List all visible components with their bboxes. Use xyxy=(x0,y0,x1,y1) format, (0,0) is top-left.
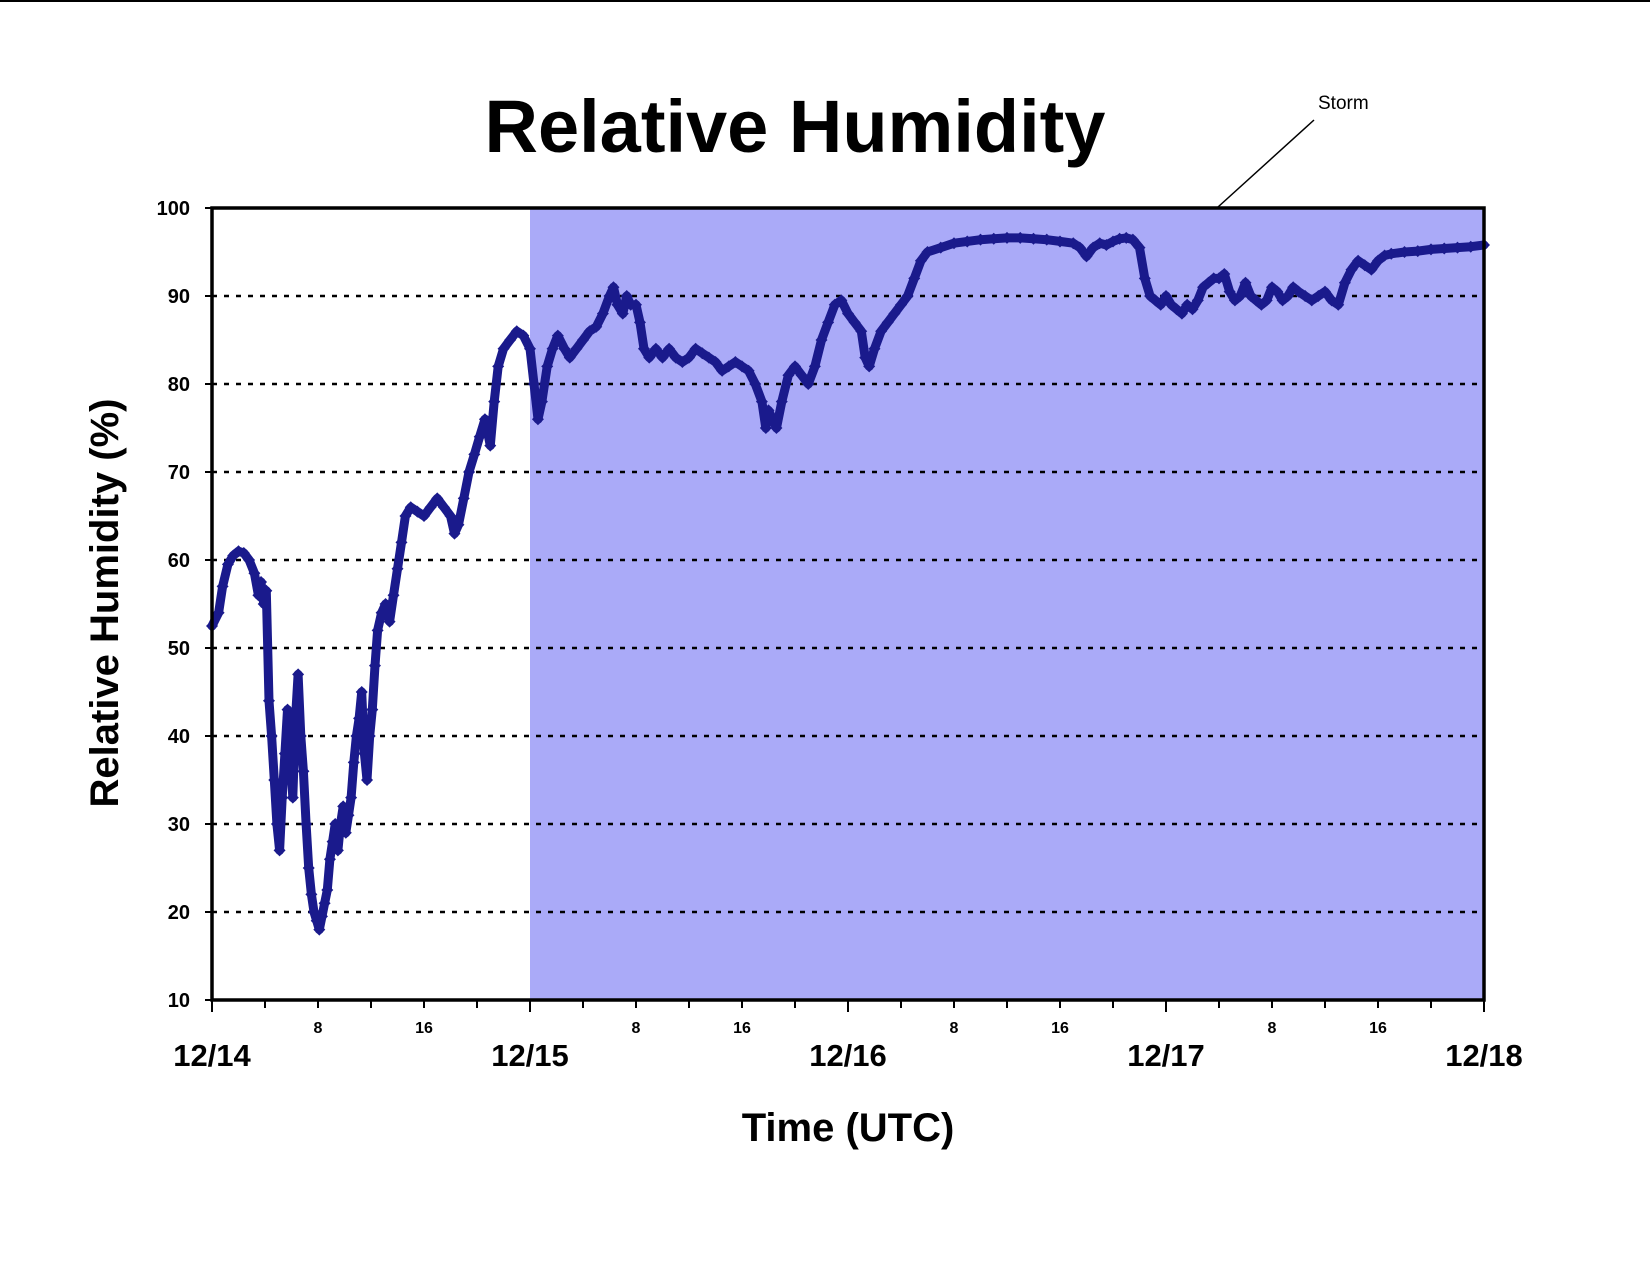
chart-title: Relative Humidity xyxy=(485,85,1106,168)
x-major-tick-label: 12/14 xyxy=(173,1038,251,1073)
storm-annotation: Storm xyxy=(1318,93,1369,114)
y-tick-label: 60 xyxy=(168,550,190,572)
data-series xyxy=(206,231,1490,936)
x-major-tick-label: 12/16 xyxy=(809,1038,887,1073)
x-axis-ticks: 12/14 12/15 12/16 12/17 12/18 8 16 8 16 8 16 8 16 xyxy=(173,1000,1523,1073)
y-axis-ticks: 10 20 30 40 50 60 70 80 90 100 xyxy=(157,198,212,1012)
x-minor-tick-label: 16 xyxy=(733,1020,751,1037)
x-minor-tick-label: 16 xyxy=(1369,1020,1387,1037)
y-tick-label: 10 xyxy=(168,990,190,1012)
y-tick-label: 90 xyxy=(168,286,190,308)
y-tick-label: 50 xyxy=(168,638,190,660)
x-minor-tick-label: 16 xyxy=(415,1020,433,1037)
y-axis-label: Relative Humidity (%) xyxy=(83,399,127,808)
y-tick-label: 30 xyxy=(168,814,190,836)
x-minor-tick-label: 16 xyxy=(1051,1020,1069,1037)
y-tick-label: 70 xyxy=(168,462,190,484)
x-minor-tick-label: 8 xyxy=(1268,1020,1277,1037)
y-tick-label: 40 xyxy=(168,726,190,748)
x-major-tick-label: 12/17 xyxy=(1127,1038,1205,1073)
storm-shaded-region xyxy=(530,208,1484,1000)
x-minor-tick-label: 8 xyxy=(632,1020,641,1037)
series-trace xyxy=(207,233,1489,935)
x-major-tick-label: 12/15 xyxy=(491,1038,569,1073)
x-minor-tick-label: 8 xyxy=(314,1020,323,1037)
y-tick-label: 100 xyxy=(157,198,190,220)
x-axis-label: Time (UTC) xyxy=(742,1106,955,1150)
top-border-line xyxy=(0,0,1650,2)
y-tick-label: 80 xyxy=(168,374,190,396)
y-tick-label: 20 xyxy=(168,902,190,924)
x-major-tick-label: 12/18 xyxy=(1445,1038,1523,1073)
storm-annotation-leader xyxy=(1217,119,1315,208)
x-minor-tick-label: 8 xyxy=(950,1020,959,1037)
